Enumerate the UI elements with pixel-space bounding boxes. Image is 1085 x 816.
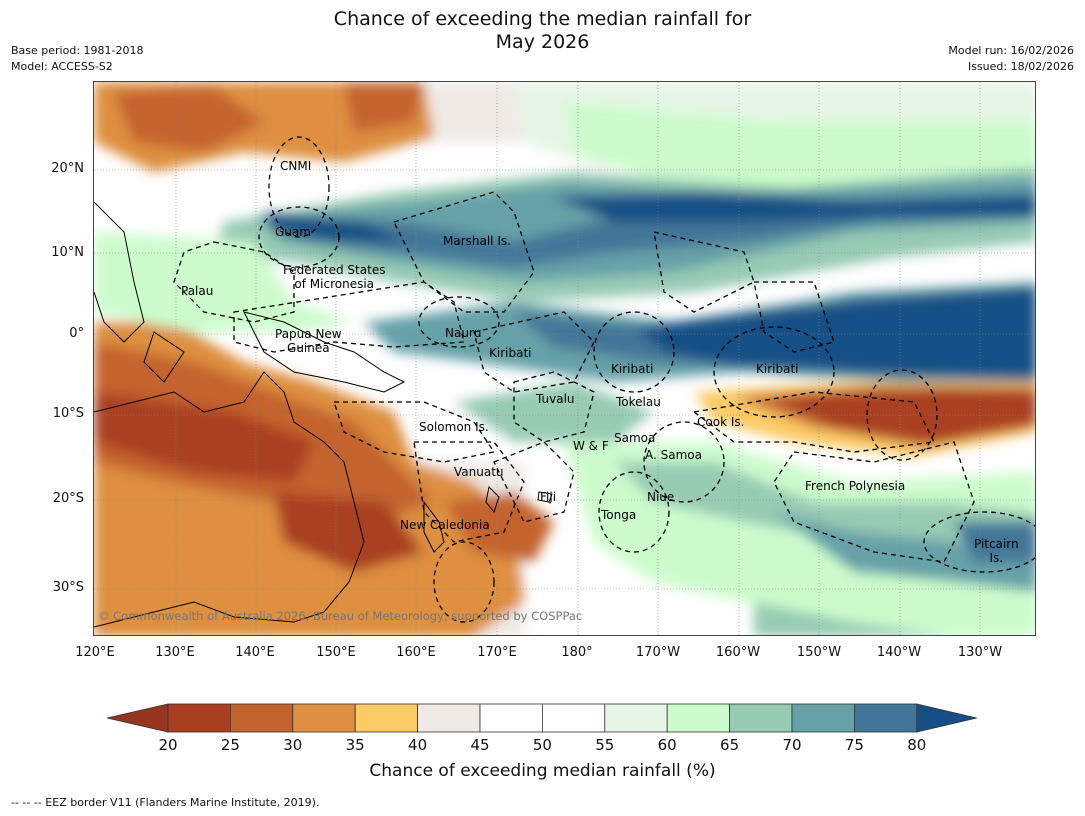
- label-tokelau: Tokelau: [616, 395, 661, 409]
- colorbar-tick-label: 70: [782, 736, 802, 754]
- colorbar-cell: [791, 703, 855, 733]
- lat-label-20s: 20°S: [52, 491, 84, 506]
- model-text: Model: ACCESS-S2: [11, 60, 113, 73]
- colorbar-tick-label: 60: [657, 736, 677, 754]
- colorbar-cell: [417, 703, 481, 733]
- lon-label-150w: 150°W: [796, 645, 842, 660]
- lat-label-10n: 10°N: [51, 245, 84, 260]
- base-period-info: Base period: 1981-2018 Model: ACCESS-S2: [11, 43, 143, 75]
- colorbar-cell: [604, 703, 668, 733]
- label-fiji: Fiji: [540, 490, 557, 504]
- label-guam: Guam: [275, 225, 311, 239]
- colorbar-cell: [666, 703, 731, 733]
- colorbar-tick-label: 45: [470, 736, 490, 754]
- label-tonga: Tonga: [601, 508, 637, 522]
- label-american-samoa: A. Samoa: [645, 448, 702, 462]
- model-run-info: Model run: 16/02/2026 Issued: 18/02/2026: [948, 43, 1074, 75]
- colorbar-tick-label: 20: [158, 736, 178, 754]
- colorbar-cell: [729, 703, 793, 733]
- colorbar-cell: [479, 703, 543, 733]
- lon-label-160w: 160°W: [715, 645, 761, 660]
- lon-label-170w: 170°W: [635, 645, 681, 660]
- rainfall-field: [94, 82, 1035, 635]
- title-line-2: May 2026: [495, 31, 590, 53]
- label-cnmi: CNMI: [280, 159, 312, 173]
- colorbar-tick-label: 30: [283, 736, 303, 754]
- lon-label-180: 180°: [561, 645, 593, 660]
- label-solomon-islands: Solomon Is.: [419, 420, 489, 434]
- colorbar-tick-label: 80: [907, 736, 927, 754]
- coastlines: [94, 201, 553, 628]
- lon-label-150e: 150°E: [316, 645, 356, 660]
- colorbar-cell: [354, 703, 418, 733]
- lon-label-140e: 140°E: [235, 645, 275, 660]
- copyright-notice: © Commonwealth of Australia 2026, Bureau…: [98, 609, 583, 623]
- lon-label-170e: 170°E: [477, 645, 517, 660]
- colorbar-tick-label: 35: [345, 736, 365, 754]
- model-run-text: Model run: 16/02/2026: [948, 44, 1074, 57]
- lon-label-120e: 120°E: [75, 645, 115, 660]
- lat-label-0: 0°: [69, 326, 84, 341]
- map-canvas: [94, 82, 1035, 635]
- label-micronesia: Federated States of Micronesia: [283, 263, 386, 291]
- graticule: [94, 82, 1035, 635]
- colorbar: [107, 703, 977, 733]
- colorbar-low-extend: [107, 703, 169, 733]
- label-tuvalu: Tuvalu: [536, 392, 575, 406]
- label-new-caledonia: New Caledonia: [400, 518, 490, 532]
- colorbar-tick-label: 25: [220, 736, 240, 754]
- rainfall-map: CNMI Guam Marshall Is. Federated States …: [93, 81, 1036, 636]
- lon-label-140w: 140°W: [876, 645, 922, 660]
- label-nauru: Nauru: [445, 326, 482, 340]
- label-palau: Palau: [181, 284, 214, 298]
- colorbar-cell: [292, 703, 356, 733]
- lon-label-160e: 160°E: [396, 645, 436, 660]
- label-marshall-islands: Marshall Is.: [443, 234, 511, 248]
- colorbar-cell: [167, 703, 231, 733]
- lat-label-20n: 20°N: [51, 161, 84, 176]
- colorbar-tick-label: 55: [595, 736, 615, 754]
- label-cook-islands: Cook Is.: [697, 415, 745, 429]
- colorbar-high-extend: [916, 703, 977, 733]
- eez-borders: [173, 136, 1035, 623]
- colorbar-cells: [107, 703, 977, 733]
- colorbar-tick-label: 50: [532, 736, 552, 754]
- colorbar-cell: [541, 703, 606, 733]
- base-period-text: Base period: 1981-2018: [11, 44, 144, 57]
- label-samoa: Samoa: [614, 431, 656, 445]
- label-kiribati-east: Kiribati: [756, 362, 799, 376]
- issued-text: Issued: 18/02/2026: [967, 60, 1074, 73]
- label-french-polynesia: French Polynesia: [805, 479, 906, 493]
- colorbar-cell: [854, 703, 918, 733]
- lat-label-10s: 10°S: [52, 406, 84, 421]
- colorbar-title: Chance of exceeding median rainfall (%): [369, 761, 716, 781]
- label-kiribati-central: Kiribati: [611, 362, 654, 376]
- label-vanuatu: Vanuatu: [454, 465, 504, 479]
- label-pitcairn: Pitcairn Is.: [974, 537, 1019, 565]
- lat-label-30s: 30°S: [52, 580, 84, 595]
- label-kiribati-west: Kiribati: [489, 346, 532, 360]
- colorbar-tick-label: 40: [408, 736, 428, 754]
- map-title: Chance of exceeding the median rainfall …: [0, 8, 1085, 54]
- lon-label-130w: 130°W: [957, 645, 1003, 660]
- label-papua-new-guinea: Papua New Guinea: [275, 327, 342, 355]
- colorbar-tick-label: 65: [720, 736, 740, 754]
- colorbar-cell: [230, 703, 294, 733]
- lon-label-130e: 130°E: [155, 645, 195, 660]
- label-niue: Niue: [647, 490, 675, 504]
- title-line-1: Chance of exceeding the median rainfall …: [333, 8, 752, 30]
- label-wallis-futuna: W & F: [573, 439, 609, 453]
- colorbar-tick-label: 75: [844, 736, 864, 754]
- eez-footnote: -- -- -- EEZ border V11 (Flanders Marine…: [11, 796, 320, 809]
